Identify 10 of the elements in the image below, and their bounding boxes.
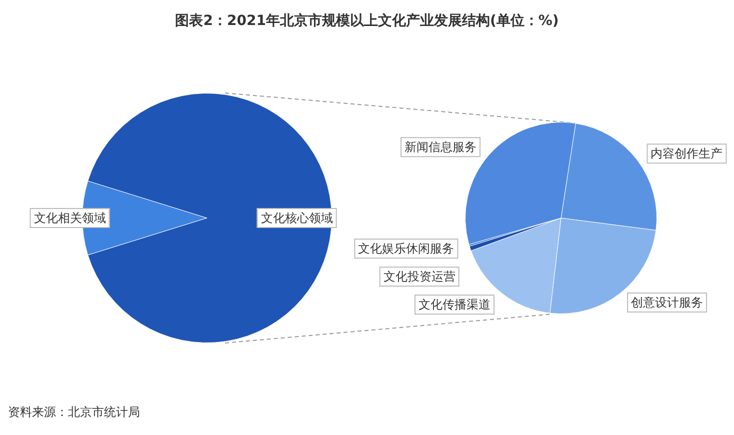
text: 资料来源：北京市统计局	[8, 404, 140, 421]
slice-label: 创意设计服务	[631, 296, 704, 310]
slice-label: 文化核心领域	[260, 211, 333, 226]
slice-label: 文化传播渠道	[418, 298, 491, 312]
slice-label: 文化娱乐休闲服务	[358, 242, 454, 256]
slice-label: 文化投资运营	[383, 270, 456, 284]
text: 图表2：2021年北京市规模以上文化产业发展结构(单位：%)	[174, 12, 560, 30]
slice-label: 新闻信息服务	[404, 140, 477, 154]
slice-label: 文化相关领域	[34, 211, 106, 226]
slice-label: 内容创作生产	[650, 146, 723, 161]
